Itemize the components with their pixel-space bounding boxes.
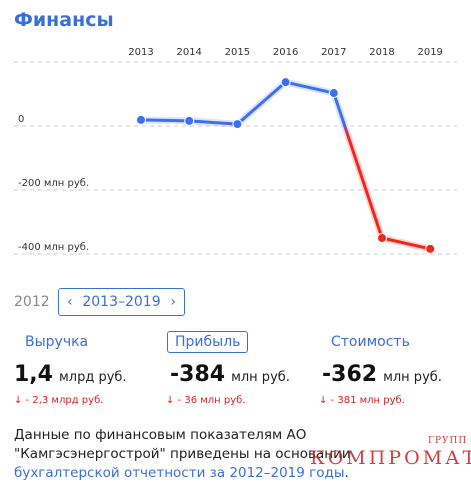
- y-tick-label: 0: [18, 114, 24, 125]
- watermark: КОМПРОМАТ: [310, 447, 471, 469]
- period-start: 2012: [14, 294, 50, 310]
- x-tick-label: 2018: [369, 47, 394, 58]
- x-tick-label: 2019: [417, 47, 442, 58]
- y-tick-label: -400 млн руб.: [18, 242, 89, 253]
- metric-number: -362: [322, 362, 378, 387]
- data-point: [425, 243, 436, 254]
- metric-change: ↓ - 36 млн руб.: [166, 395, 246, 406]
- data-point: [280, 77, 291, 88]
- metric-value: 1,4 млрд руб.: [14, 362, 127, 387]
- metric-value: -384 млн руб.: [170, 362, 290, 387]
- period-range[interactable]: 2013–2019: [82, 294, 161, 310]
- chart: 0 -200 млн руб. -400 млн руб. 2013 2014 2015 2…: [14, 47, 457, 255]
- prev-button[interactable]: ‹: [67, 294, 73, 310]
- footer-note: Данные по финансовым показателям АО "Кам…: [14, 426, 454, 483]
- watermark-small: ГРУПП: [428, 436, 468, 446]
- metric-value: -362 млн руб.: [322, 362, 442, 387]
- data-line: [140, 80, 431, 251]
- data-point: [136, 114, 146, 125]
- next-button[interactable]: ›: [170, 294, 176, 310]
- y-tick-label: -200 млн руб.: [18, 178, 89, 189]
- line-glow: [140, 78, 431, 253]
- footer-text: Данные по финансовым показателям АО "Кам…: [14, 427, 351, 462]
- metric-number: -384: [170, 362, 226, 387]
- metric-tab[interactable]: Выручка: [25, 334, 89, 350]
- footer-end: .: [344, 465, 349, 481]
- data-point: [377, 233, 387, 243]
- metric-change: ↓ - 2,3 млрд руб.: [14, 395, 104, 406]
- data-point: [184, 115, 195, 126]
- x-tick-label: 2013: [128, 47, 153, 58]
- metric-change: ↓ - 381 млн руб.: [319, 395, 405, 406]
- report-link[interactable]: бухгалтерской отчетности за 2012–2019 го…: [14, 465, 345, 481]
- data-point: [232, 119, 243, 130]
- x-tick-label: 2017: [321, 47, 346, 58]
- metric-number: 1,4: [14, 362, 53, 387]
- period-selector: ‹ 2013–2019 ›: [58, 288, 185, 316]
- x-tick-label: 2015: [225, 47, 250, 58]
- metric-unit: млн руб.: [383, 370, 442, 385]
- metric-unit: млрд руб.: [58, 370, 127, 385]
- data-point: [328, 88, 339, 99]
- section-title: Финансы: [14, 9, 114, 31]
- metric-unit: млн руб.: [231, 370, 290, 385]
- metric-tab[interactable]: Стоимость: [331, 334, 410, 350]
- x-tick-label: 2014: [176, 47, 201, 58]
- x-tick-label: 2016: [273, 47, 298, 58]
- metric-tab[interactable]: Прибыль: [167, 331, 249, 353]
